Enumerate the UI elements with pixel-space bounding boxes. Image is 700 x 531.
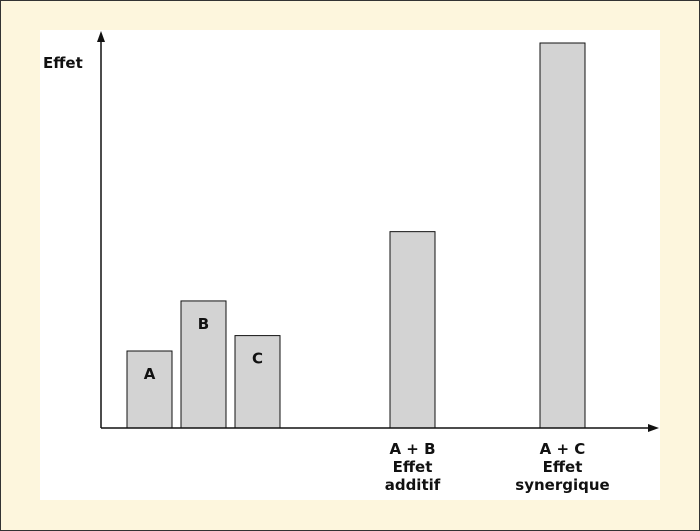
bars-layer — [126, 42, 586, 429]
bar-2 — [234, 335, 281, 429]
bar-label-2: C — [252, 350, 263, 368]
category-label-4: A + C Effet synergique — [515, 440, 609, 494]
category-label-3-line-1: Effet — [393, 458, 433, 476]
y-axis-arrow — [97, 31, 105, 42]
category-label-4-line-1: Effet — [543, 458, 583, 476]
x-axis-arrow — [648, 424, 659, 432]
bar-0 — [126, 350, 173, 429]
bar-4 — [539, 42, 586, 429]
category-label-4-line-0: A + C — [540, 440, 586, 458]
category-label-3-line-0: A + B — [389, 440, 435, 458]
category-label-3-line-2: additif — [385, 476, 441, 494]
axes-layer — [97, 31, 659, 432]
bar-label-1: B — [198, 315, 209, 333]
category-label-4-line-2: synergique — [515, 476, 609, 494]
y-axis-label: Effet — [43, 54, 83, 72]
bar-3 — [389, 231, 436, 429]
category-label-3: A + B Effet additif — [385, 440, 441, 494]
bar-1 — [180, 300, 227, 429]
bar-label-0: A — [144, 365, 156, 383]
